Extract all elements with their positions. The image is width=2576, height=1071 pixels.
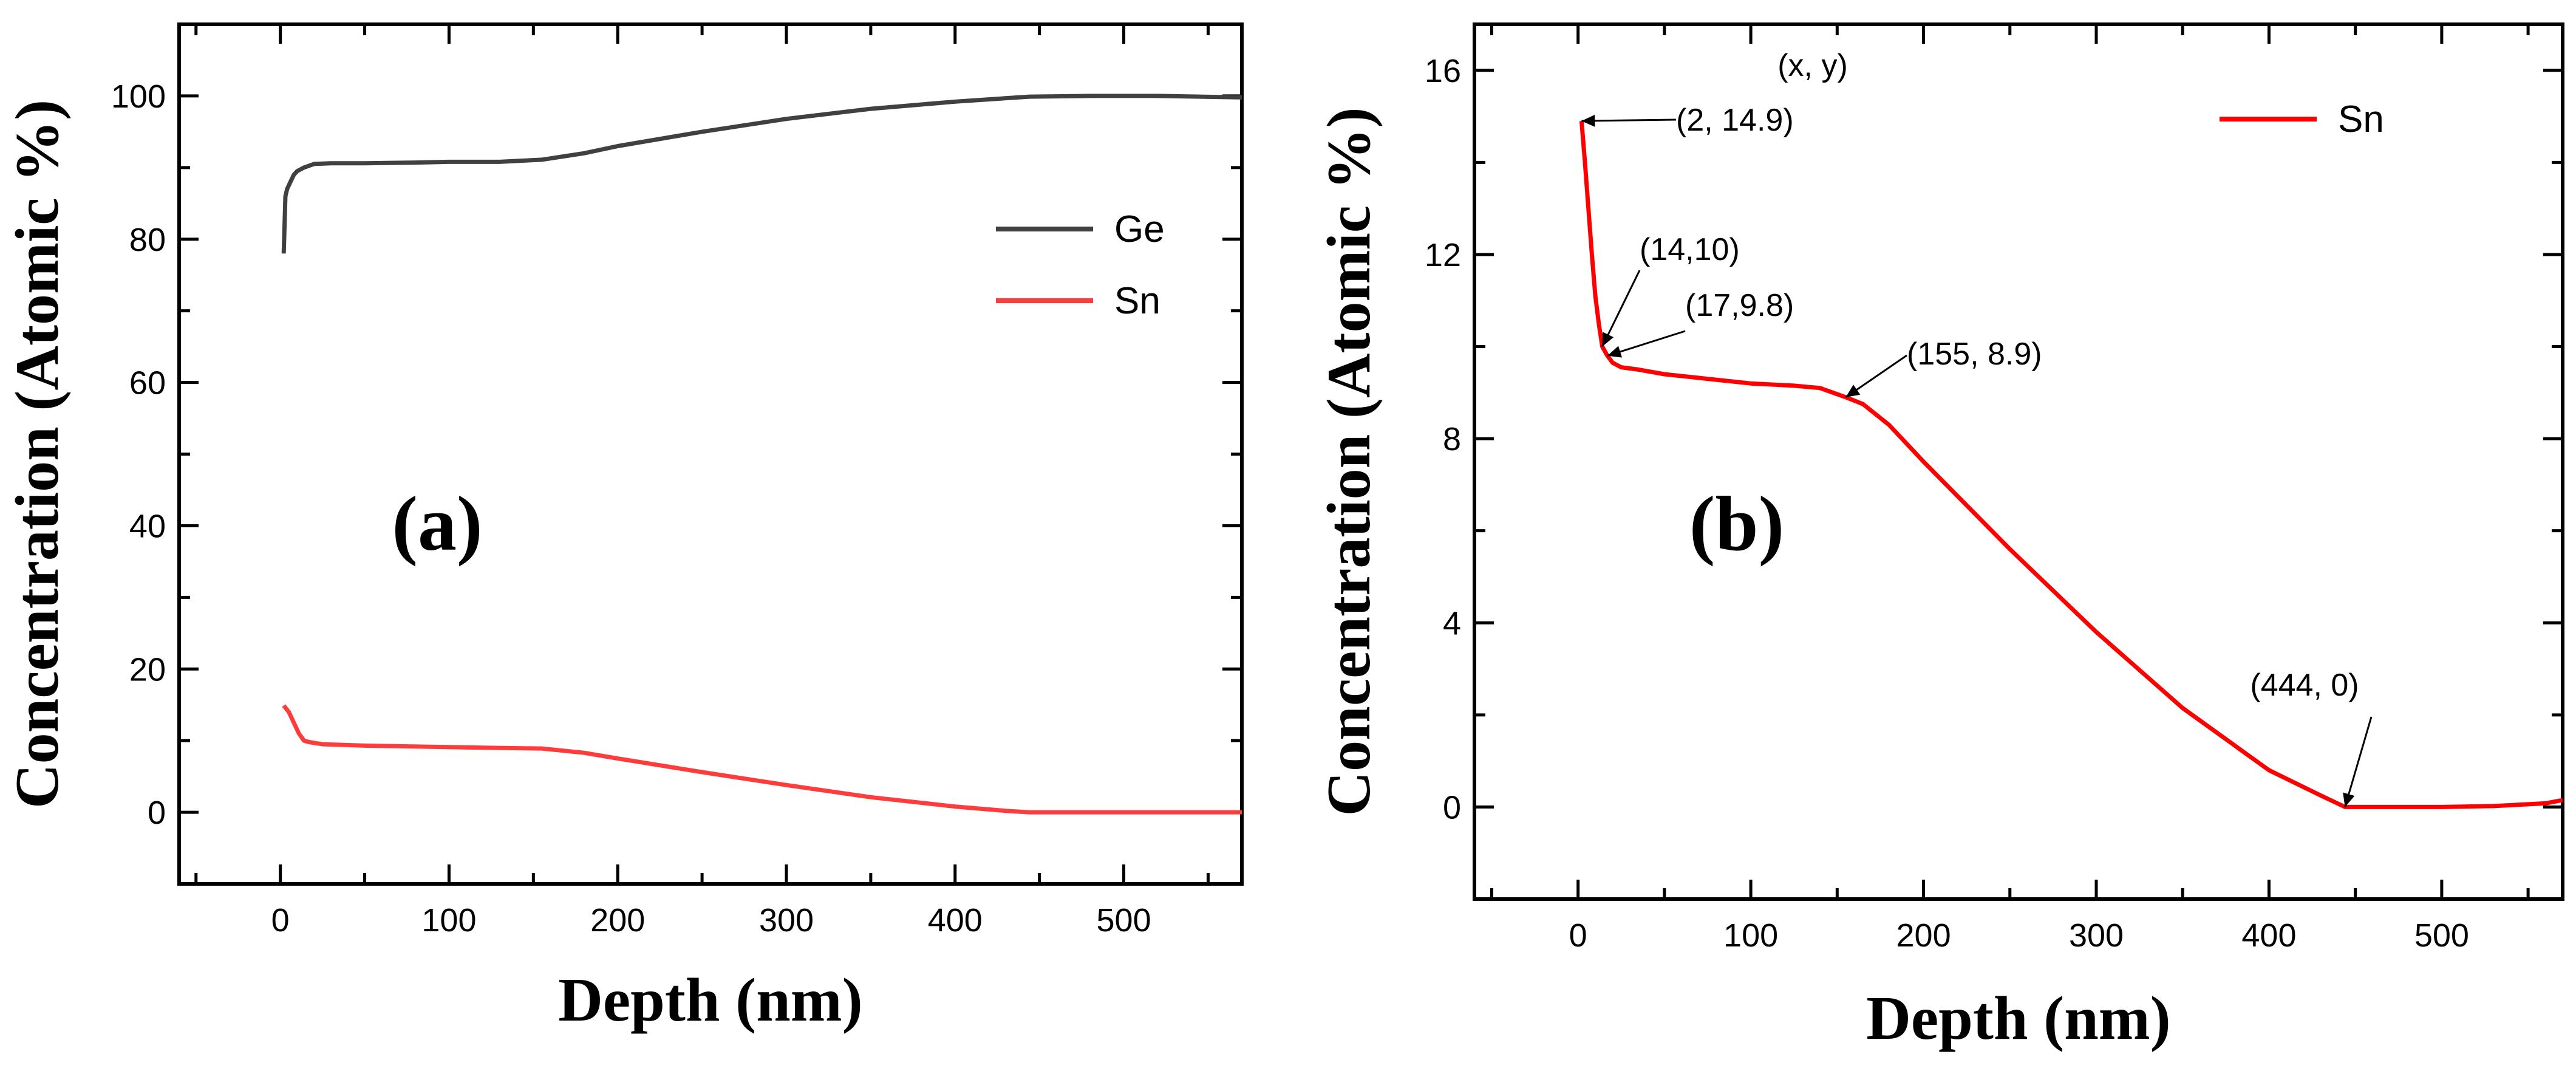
- y-tick-label: 80: [129, 222, 166, 258]
- y-tick-label: 8: [1443, 421, 1461, 457]
- x-tick-label: 400: [928, 902, 983, 939]
- y-tick-label: 4: [1443, 605, 1461, 642]
- plot-frame-a: [177, 22, 1244, 886]
- x-axis-title: Depth (nm): [1866, 984, 2170, 1053]
- annotation-label: (14,10): [1640, 232, 1740, 267]
- x-tick-label: 0: [1569, 917, 1587, 954]
- annotation-label: (x, y): [1777, 48, 1848, 83]
- panel-b-chart: 0 100 200 300 400 500 0 4 8 12 16 Depth (nm) Concent…: [1315, 22, 2564, 1053]
- series-line-ge: [281, 94, 1242, 254]
- annotation-label: (444, 0): [2250, 668, 2359, 703]
- x-tick-label: 200: [590, 902, 645, 939]
- panel-label: (b): [1689, 481, 1784, 567]
- plot-frame-b: [1473, 22, 2564, 901]
- x-tick-label: 400: [2241, 917, 2296, 954]
- y-axis-title: Concentration (Atomic %): [1315, 107, 1383, 816]
- legend-label-sn: Sn: [2338, 98, 2384, 140]
- y-tick-label: 60: [129, 365, 166, 402]
- y-tick-label: 0: [148, 795, 166, 831]
- y-tick-label: 100: [111, 78, 166, 115]
- y-tick-label: 40: [129, 508, 166, 544]
- annotation-label: (155, 8.9): [1907, 337, 2042, 372]
- annotation-arrow: [1607, 330, 1686, 357]
- annotation-arrow: [1581, 118, 1677, 122]
- x-tick-label: 300: [759, 902, 814, 939]
- legend-label-ge: Ge: [1114, 208, 1165, 250]
- annotation-arrowhead: [1607, 346, 1623, 358]
- annotation-arrow: [1601, 270, 1641, 347]
- x-tick-label: 100: [1723, 917, 1778, 954]
- panel-a-chart: 0 100 200 300 400 500 0 20 40 60 80 100 Depth (nm) Co…: [3, 22, 1244, 1035]
- y-tick-label: 0: [1443, 789, 1461, 826]
- x-tick-label: 200: [1896, 917, 1951, 954]
- series-line-sn: [282, 704, 1242, 815]
- annotation-arrowhead: [1602, 332, 1614, 347]
- x-axis-title: Depth (nm): [558, 966, 862, 1035]
- x-tick-label: 100: [421, 902, 476, 939]
- annotation-arrowhead: [1581, 114, 1595, 127]
- x-tick-label: 500: [1097, 902, 1151, 939]
- legend-label-sn: Sn: [1114, 280, 1160, 322]
- annotation-arrowhead: [1845, 385, 1861, 397]
- panel-label: (a): [392, 481, 482, 567]
- y-tick-label: 16: [1425, 53, 1461, 89]
- x-tick-label: 500: [2414, 917, 2469, 954]
- y-tick-label: 20: [129, 651, 166, 688]
- y-tick-label: 12: [1425, 237, 1461, 273]
- series-line-sn: [1579, 120, 2563, 809]
- x-tick-label: 300: [2069, 917, 2124, 954]
- y-axis-title: Concentration (Atomic %): [3, 100, 72, 809]
- annotation-label: (17,9.8): [1685, 288, 1794, 323]
- x-tick-label: 0: [271, 902, 290, 939]
- annotation-label: (2, 14.9): [1676, 103, 1794, 138]
- annotation-arrow: [2344, 716, 2373, 807]
- annotation-arrowhead: [2343, 792, 2355, 807]
